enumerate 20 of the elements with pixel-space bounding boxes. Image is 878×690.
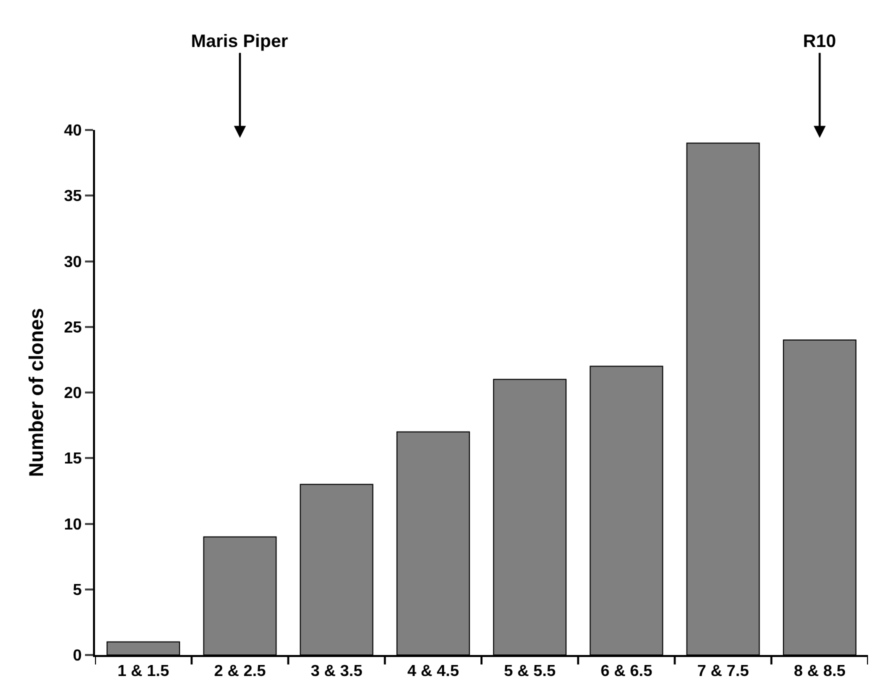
x-tick-label: 7 & 7.5 [697,663,749,680]
y-tick-label: 35 [64,188,82,206]
y-tick-label: 5 [72,582,82,599]
x-tick-label: 4 & 4.5 [407,663,460,680]
x-tick-label: 6 & 6.5 [600,663,652,680]
y-tick-label: 10 [64,516,82,534]
y-tick-label: 30 [64,254,82,271]
x-tick-label: 8 & 8.5 [794,663,846,680]
y-tick-label: 0 [72,648,82,665]
y-tick-label: 20 [64,385,82,402]
y-tick-label: 40 [64,122,82,140]
x-tick-label: 5 & 5.5 [504,663,556,680]
x-tick-label: 1 & 1.5 [118,663,170,680]
x-tick-label: 3 & 3.5 [310,663,362,680]
x-tick-label: 2 & 2.5 [214,663,266,680]
text: R10 [803,31,836,51]
text: Maris Piper [191,31,288,51]
y-tick-label: 25 [64,319,82,336]
y-tick-label: 15 [64,450,82,468]
y-axis-title: Number of clones [26,308,48,477]
